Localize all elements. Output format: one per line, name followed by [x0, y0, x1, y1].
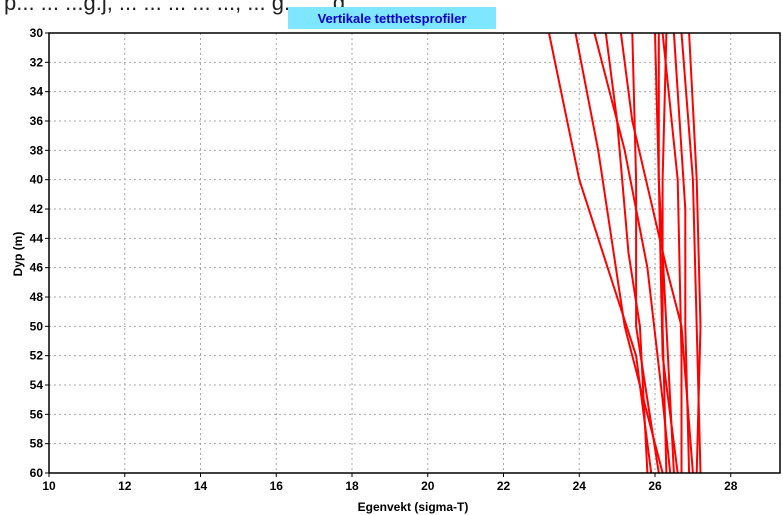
density-profile-line	[654, 32, 679, 474]
y-tick-label: 34	[30, 85, 44, 99]
x-tick-label: 20	[421, 479, 435, 493]
y-tick-label: 54	[30, 378, 44, 392]
y-tick-label: 42	[30, 202, 44, 216]
x-tick-label: 18	[345, 479, 359, 493]
x-tick-label: 14	[194, 479, 208, 493]
density-profile-line	[574, 32, 664, 474]
y-tick-label: 44	[30, 231, 44, 245]
x-tick-label: 10	[42, 479, 56, 493]
x-tick-label: 12	[118, 479, 132, 493]
title-background	[288, 7, 496, 29]
y-tick-label: 50	[30, 319, 44, 333]
x-tick-label: 24	[573, 479, 587, 493]
density-profile-line	[661, 32, 683, 473]
y-tick-label: 38	[30, 143, 44, 157]
density-profile-line	[604, 32, 649, 474]
x-tick-label: 16	[270, 479, 284, 493]
x-tick-label: 28	[724, 479, 738, 493]
grid-layer	[49, 33, 780, 473]
x-tick-label: 26	[648, 479, 662, 493]
y-tick-label: 36	[30, 114, 44, 128]
y-tick-label: 32	[30, 55, 44, 69]
y-tick-label: 48	[30, 290, 44, 304]
y-tick-label: 58	[30, 437, 44, 451]
density-profile-line	[548, 32, 653, 474]
y-tick-label: 60	[30, 466, 44, 480]
y-tick-label: 56	[30, 407, 44, 421]
y-axis-title: Dyp (m)	[11, 232, 25, 277]
density-profile-line	[619, 32, 694, 474]
y-tick-label: 30	[30, 26, 44, 40]
series-layer	[548, 32, 702, 474]
y-tick-label: 46	[30, 261, 44, 275]
density-profile-line	[688, 32, 702, 474]
y-tick-label: 40	[30, 173, 44, 187]
chart-title: Vertikale tetthetsprofiler	[318, 11, 467, 26]
x-tick-label: 22	[497, 479, 511, 493]
x-axis-title: Egenvekt (sigma-T)	[358, 500, 469, 514]
y-tick-label: 52	[30, 349, 44, 363]
plot-frame	[48, 32, 781, 474]
ticks-layer: 10 12 14 16 18 20 22 24 26 28 30 32 34 36 38 40 42 44 46 48…	[30, 26, 738, 493]
